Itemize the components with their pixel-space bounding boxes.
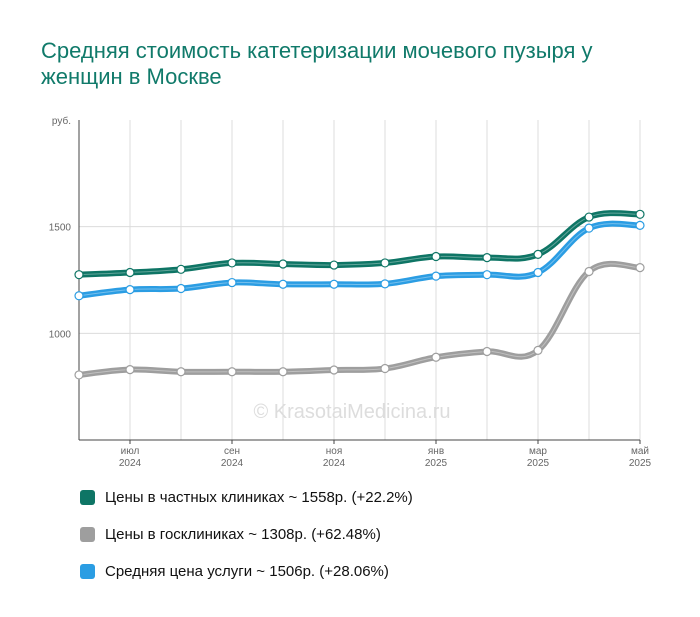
x-tick-label-year: 2025 xyxy=(527,458,550,469)
data-point xyxy=(380,279,390,289)
x-tick-label-year: 2025 xyxy=(629,458,652,469)
y-tick-label: 1500 xyxy=(49,223,72,234)
data-point xyxy=(380,363,390,374)
data-point xyxy=(74,291,84,301)
data-point xyxy=(278,367,288,377)
series-0 xyxy=(74,209,645,280)
x-tick-label-year: 2024 xyxy=(221,458,244,469)
data-point xyxy=(329,260,339,270)
data-point xyxy=(125,267,135,278)
x-tick-label-month: май xyxy=(631,446,649,457)
data-point xyxy=(635,263,645,273)
data-point xyxy=(533,345,543,355)
data-point xyxy=(635,220,645,230)
grid xyxy=(78,120,641,440)
data-point xyxy=(74,370,84,380)
series xyxy=(74,209,645,380)
data-point xyxy=(278,259,288,269)
legend-item: Цены в частных клиниках ~ 1558р. (+22.2%… xyxy=(80,487,413,507)
series-1 xyxy=(74,260,645,380)
data-point xyxy=(584,212,594,222)
data-point xyxy=(482,270,492,280)
legend: Цены в частных клиниках ~ 1558р. (+22.2%… xyxy=(80,487,413,598)
data-point xyxy=(533,267,543,278)
x-tick-label-month: янв xyxy=(428,446,444,457)
data-point xyxy=(227,277,237,288)
x-tick-label-month: ноя xyxy=(326,446,343,457)
data-point xyxy=(431,352,441,362)
x-tick-label-month: мар xyxy=(529,446,547,457)
data-point xyxy=(584,223,594,233)
y-tick-label: 1000 xyxy=(49,329,72,340)
legend-label: Средняя цена услуги ~ 1506р. (+28.06%) xyxy=(105,562,389,580)
legend-swatch xyxy=(80,489,95,505)
data-point xyxy=(329,365,339,375)
x-tick-label-year: 2024 xyxy=(323,458,346,469)
data-point xyxy=(125,285,135,295)
x-tick-label-month: сен xyxy=(224,446,240,457)
axes: 10001500руб.июл2024сен2024ноя2024янв2025… xyxy=(49,115,652,469)
data-point xyxy=(278,279,288,289)
data-point xyxy=(431,271,441,281)
data-point xyxy=(227,258,237,268)
data-point xyxy=(533,249,543,259)
data-point xyxy=(584,266,594,277)
data-point xyxy=(635,209,645,219)
data-point xyxy=(74,270,84,280)
data-point xyxy=(176,283,186,294)
legend-label: Цены в госклиниках ~ 1308р. (+62.48%) xyxy=(105,525,381,543)
data-point xyxy=(431,251,441,262)
data-point xyxy=(329,279,339,289)
data-point xyxy=(482,253,492,263)
series-line xyxy=(76,210,643,278)
legend-item: Средняя цена услуги ~ 1506р. (+28.06%) xyxy=(80,561,413,581)
x-tick-label-year: 2024 xyxy=(119,458,142,469)
legend-swatch xyxy=(80,526,95,542)
data-point xyxy=(176,367,186,377)
data-point xyxy=(125,365,135,375)
x-tick-label-month: июл xyxy=(121,446,140,457)
watermark: © KrasotaiMedicina.ru xyxy=(253,401,450,423)
x-tick-label-year: 2025 xyxy=(425,458,448,469)
data-point xyxy=(380,258,390,268)
data-point xyxy=(227,367,237,377)
chart-title: Средняя стоимость катетеризации мочевого… xyxy=(41,38,593,89)
y-axis-unit-label: руб. xyxy=(52,115,71,127)
legend-item: Цены в госклиниках ~ 1308р. (+62.48%) xyxy=(80,524,413,544)
legend-label: Цены в частных клиниках ~ 1558р. (+22.2%… xyxy=(105,488,413,506)
legend-swatch xyxy=(80,563,95,579)
data-point xyxy=(482,346,492,357)
data-point xyxy=(176,264,186,274)
series-line xyxy=(76,260,643,378)
series-2 xyxy=(74,220,645,301)
